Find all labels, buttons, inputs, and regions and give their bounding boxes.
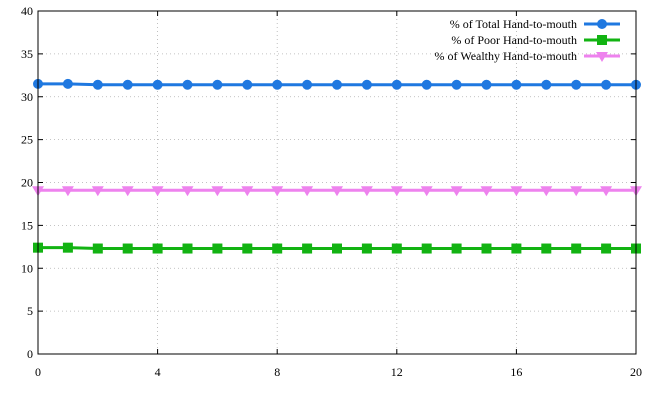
- data-point: [121, 186, 134, 197]
- data-point: [271, 186, 284, 197]
- data-point: [242, 243, 253, 254]
- data-point: [332, 243, 342, 254]
- data-point: [122, 79, 133, 90]
- data-point: [122, 243, 133, 254]
- data-point: [390, 186, 403, 197]
- plot-frame: [37, 10, 637, 355]
- data-point: [182, 243, 193, 254]
- legend-item: % of Poor Hand-to-mouth: [451, 33, 620, 47]
- y-tick-label: 0: [27, 347, 33, 361]
- data-point: [510, 186, 523, 197]
- data-point: [241, 186, 254, 197]
- y-tick-label: 25: [21, 133, 33, 147]
- data-point: [361, 79, 372, 90]
- data-point: [600, 186, 613, 197]
- data-point: [391, 79, 402, 90]
- data-point: [62, 78, 73, 89]
- data-point: [571, 243, 582, 254]
- data-point: [360, 186, 373, 197]
- data-point: [211, 186, 224, 197]
- data-point: [450, 186, 463, 197]
- x-tick-label: 12: [391, 365, 403, 379]
- data-point: [242, 79, 253, 90]
- y-tick-label: 35: [21, 47, 33, 61]
- y-tick-label: 15: [21, 218, 33, 232]
- data-point: [421, 79, 432, 90]
- legend-label: % of Total Hand-to-mouth: [450, 17, 577, 31]
- y-tick-label: 20: [21, 176, 33, 190]
- data-point: [421, 243, 432, 254]
- data-point: [272, 79, 283, 90]
- data-point: [541, 243, 552, 254]
- legend-label: % of Wealthy Hand-to-mouth: [435, 49, 577, 63]
- legend-item: % of Wealthy Hand-to-mouth: [435, 49, 620, 63]
- x-tick-label: 0: [35, 365, 41, 379]
- y-tick-label: 5: [27, 304, 33, 318]
- legend-marker: [597, 19, 607, 29]
- data-point: [511, 79, 522, 90]
- data-point: [301, 186, 314, 197]
- data-point: [61, 186, 74, 197]
- data-point: [361, 243, 372, 254]
- data-point: [302, 79, 313, 90]
- data-point: [152, 243, 163, 254]
- x-tick-label: 16: [510, 365, 522, 379]
- tick-labels: 0 5 10 15 20 25 30 35 40 0 4 8 12 16 20: [21, 4, 642, 379]
- series-group: [32, 78, 642, 254]
- data-point: [481, 243, 492, 254]
- x-tick-label: 4: [155, 365, 161, 379]
- data-point: [570, 186, 583, 197]
- series-square: [33, 242, 641, 254]
- data-point: [212, 243, 223, 254]
- data-point: [420, 186, 433, 197]
- data-point: [212, 79, 223, 90]
- data-point: [481, 79, 492, 90]
- data-point: [181, 186, 194, 197]
- data-point: [62, 242, 73, 253]
- legend: % of Total Hand-to-mouth % of Poor Hand-t…: [435, 17, 620, 63]
- data-point: [601, 243, 612, 254]
- data-point: [302, 243, 313, 254]
- data-point: [571, 79, 582, 90]
- y-tick-label: 30: [21, 90, 33, 104]
- data-point: [332, 79, 342, 90]
- data-point: [601, 79, 612, 90]
- data-point: [451, 79, 462, 90]
- data-point: [151, 186, 164, 197]
- data-point: [541, 79, 552, 90]
- series-circle: [33, 78, 641, 90]
- legend-item: % of Total Hand-to-mouth: [450, 17, 620, 31]
- legend-marker: [597, 35, 607, 45]
- data-point: [480, 186, 493, 197]
- data-point: [391, 243, 402, 254]
- y-tick-label: 40: [21, 4, 33, 18]
- data-point: [272, 243, 283, 254]
- y-tick-label: 10: [21, 261, 33, 275]
- data-point: [451, 243, 462, 254]
- legend-label: % of Poor Hand-to-mouth: [451, 33, 577, 47]
- data-point: [331, 186, 343, 197]
- data-point: [152, 79, 163, 90]
- legend-marker: [596, 52, 608, 62]
- data-point: [92, 79, 103, 90]
- data-point: [92, 243, 103, 254]
- x-tick-label: 8: [274, 365, 280, 379]
- series-triangle-down: [32, 186, 642, 197]
- data-point: [540, 186, 553, 197]
- data-point: [182, 79, 193, 90]
- data-point: [511, 243, 522, 254]
- x-tick-label: 20: [630, 365, 642, 379]
- data-point: [91, 186, 104, 197]
